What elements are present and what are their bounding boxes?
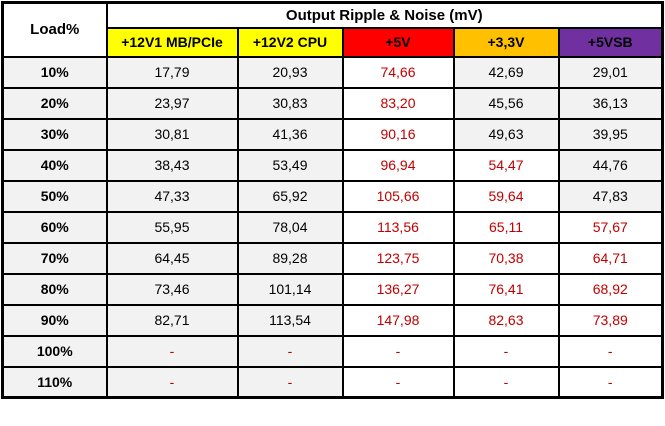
load-cell: 60%: [1, 210, 108, 244]
value-cell: 113,54: [236, 303, 344, 337]
value-cell: 44,76: [557, 148, 664, 182]
value-cell: 74,66: [341, 55, 455, 89]
value-cell: -: [452, 334, 560, 368]
value-cell: -: [557, 365, 664, 399]
load-cell: 20%: [1, 86, 108, 120]
table-row: 30% 30,81 41,36 90,16 49,63 39,95: [1, 117, 664, 151]
value-cell: 29,01: [557, 55, 664, 89]
value-cell: 42,69: [452, 55, 560, 89]
value-cell: 47,83: [557, 179, 664, 213]
table-row: 40% 38,43 53,49 96,94 54,47 44,76: [1, 148, 664, 182]
value-cell: 45,56: [452, 86, 560, 120]
value-cell: 38,43: [105, 148, 239, 182]
value-cell: 65,92: [236, 179, 344, 213]
value-cell: 57,67: [557, 210, 664, 244]
table-row: 50% 47,33 65,92 105,66 59,64 47,83: [1, 179, 664, 213]
load-cell: 80%: [1, 272, 108, 306]
column-header-3-3v: +3,3V: [452, 26, 560, 58]
value-cell: 78,04: [236, 210, 344, 244]
table-row: 10% 17,79 20,93 74,66 42,69 29,01: [1, 55, 664, 89]
value-cell: 105,66: [341, 179, 455, 213]
value-cell: 39,95: [557, 117, 664, 151]
load-cell: 40%: [1, 148, 108, 182]
value-cell: 23,97: [105, 86, 239, 120]
value-cell: 30,83: [236, 86, 344, 120]
value-cell: 55,95: [105, 210, 239, 244]
table-title-row: Load% Output Ripple & Noise (mV): [1, 1, 664, 58]
value-cell: 54,47: [452, 148, 560, 182]
value-cell: 82,63: [452, 303, 560, 337]
value-cell: 70,38: [452, 241, 560, 275]
value-cell: 83,20: [341, 86, 455, 120]
load-cell: 10%: [1, 55, 108, 89]
table-body: 10% 17,79 20,93 74,66 42,69 29,01 20% 23,97 30,8…: [1, 55, 664, 399]
ripple-noise-table: Load% Output Ripple & Noise (mV) +12V1 M…: [1, 1, 665, 399]
value-cell: 73,46: [105, 272, 239, 306]
value-cell: 59,64: [452, 179, 560, 213]
value-cell: 41,36: [236, 117, 344, 151]
load-cell: 110%: [1, 365, 108, 399]
value-cell: -: [341, 334, 455, 368]
value-cell: 64,45: [105, 241, 239, 275]
value-cell: -: [236, 334, 344, 368]
value-cell: -: [105, 334, 239, 368]
table-header: Load% Output Ripple & Noise (mV) +12V1 M…: [1, 1, 664, 58]
value-cell: -: [105, 365, 239, 399]
value-cell: 136,27: [341, 272, 455, 306]
value-cell: 17,79: [105, 55, 239, 89]
table-row: 60% 55,95 78,04 113,56 65,11 57,67: [1, 210, 664, 244]
value-cell: 76,41: [452, 272, 560, 306]
value-cell: -: [236, 365, 344, 399]
load-cell: 70%: [1, 241, 108, 275]
table-row: 80% 73,46 101,14 136,27 76,41 68,92: [1, 272, 664, 306]
value-cell: 147,98: [341, 303, 455, 337]
table-row: 90% 82,71 113,54 147,98 82,63 73,89: [1, 303, 664, 337]
column-header-12v2-cpu: +12V2 CPU: [236, 26, 344, 58]
table-row: 20% 23,97 30,83 83,20 45,56 36,13: [1, 86, 664, 120]
table-row: 110% - - - - -: [1, 365, 664, 399]
value-cell: 30,81: [105, 117, 239, 151]
table-row: 100% - - - - -: [1, 334, 664, 368]
load-cell: 30%: [1, 117, 108, 151]
value-cell: 90,16: [341, 117, 455, 151]
value-cell: 73,89: [557, 303, 664, 337]
value-cell: 82,71: [105, 303, 239, 337]
table-row: 70% 64,45 89,28 123,75 70,38 64,71: [1, 241, 664, 275]
value-cell: 53,49: [236, 148, 344, 182]
load-column-header: Load%: [1, 1, 108, 58]
value-cell: 68,92: [557, 272, 664, 306]
value-cell: -: [452, 365, 560, 399]
value-cell: -: [557, 334, 664, 368]
table-title: Output Ripple & Noise (mV): [105, 1, 664, 29]
value-cell: 49,63: [452, 117, 560, 151]
value-cell: 64,71: [557, 241, 664, 275]
value-cell: 123,75: [341, 241, 455, 275]
load-cell: 50%: [1, 179, 108, 213]
column-header-5v: +5V: [341, 26, 455, 58]
value-cell: 96,94: [341, 148, 455, 182]
column-header-5vsb: +5VSB: [557, 26, 664, 58]
column-header-row: +12V1 MB/PCIe +12V2 CPU +5V +3,3V +5VSB: [3, 26, 664, 58]
load-cell: 100%: [1, 334, 108, 368]
column-header-12v1-mb-pcie: +12V1 MB/PCIe: [105, 26, 239, 58]
value-cell: 113,56: [341, 210, 455, 244]
value-cell: 101,14: [236, 272, 344, 306]
value-cell: 65,11: [452, 210, 560, 244]
value-cell: -: [341, 365, 455, 399]
value-cell: 20,93: [236, 55, 344, 89]
value-cell: 89,28: [236, 241, 344, 275]
value-cell: 47,33: [105, 179, 239, 213]
value-cell: 36,13: [557, 86, 664, 120]
load-cell: 90%: [1, 303, 108, 337]
